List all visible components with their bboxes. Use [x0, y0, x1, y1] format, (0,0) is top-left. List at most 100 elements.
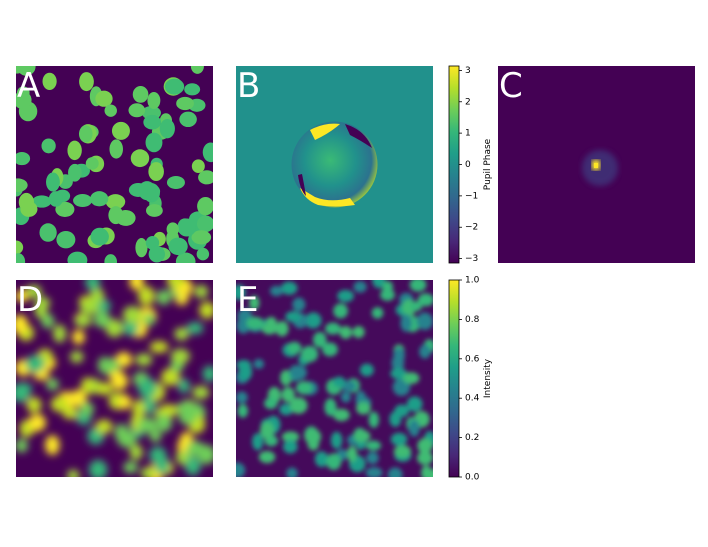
blob [79, 72, 94, 92]
blob [93, 311, 111, 328]
blob [137, 378, 157, 398]
blob [281, 387, 295, 403]
blob [324, 322, 341, 335]
blob [145, 132, 163, 153]
blob [186, 441, 205, 456]
blob [39, 223, 57, 242]
blob [67, 251, 88, 263]
blob [67, 469, 80, 477]
blob [194, 284, 209, 299]
blob [129, 280, 144, 291]
blob [16, 91, 32, 110]
psf-core [594, 163, 598, 168]
colorbar-tick-label: 0.6 [465, 354, 480, 364]
blob [95, 419, 113, 434]
panel-label: C [499, 66, 523, 106]
blob [46, 172, 60, 192]
blob [85, 157, 99, 170]
blob [372, 280, 386, 289]
phase-wrap [298, 174, 306, 196]
blob [259, 421, 275, 440]
blob [285, 311, 302, 323]
blob [32, 195, 52, 208]
blob [109, 139, 124, 159]
colorbar-label: Pupil Phase [483, 138, 493, 190]
blob [322, 342, 338, 357]
blob [143, 313, 156, 326]
blob [237, 404, 249, 418]
blob [41, 313, 55, 329]
blob [16, 240, 24, 255]
blob [387, 467, 403, 477]
blob [16, 253, 26, 263]
blob [41, 138, 56, 154]
blob [406, 396, 423, 412]
blob [330, 431, 343, 449]
blob [130, 149, 150, 168]
colorbar [448, 65, 460, 264]
blob [178, 411, 197, 425]
blob [246, 316, 264, 330]
blob [89, 288, 105, 304]
colorbar-tick-label: 0.0 [465, 473, 480, 483]
blob [154, 454, 169, 475]
blob [281, 431, 300, 443]
blob [104, 104, 117, 117]
blob [69, 350, 84, 363]
blob [166, 280, 185, 288]
blob [202, 142, 213, 163]
blob [408, 419, 420, 437]
blob [393, 445, 412, 458]
blob [280, 369, 292, 386]
blob [26, 397, 42, 413]
blob [421, 465, 432, 477]
phase-wrap [310, 123, 340, 140]
image-panel [498, 66, 695, 263]
blob [132, 86, 149, 103]
blob [366, 451, 379, 465]
blob [147, 92, 161, 110]
blob [158, 404, 179, 417]
blob [148, 162, 164, 182]
blob [400, 314, 412, 332]
blob [16, 438, 29, 453]
panel-label: D [17, 280, 43, 320]
blob [287, 341, 302, 355]
colorbar-tick-label: 1 [465, 129, 471, 139]
blob [300, 345, 319, 363]
image-panel [236, 66, 433, 263]
blob [16, 290, 29, 303]
blob [81, 377, 94, 394]
blob [236, 462, 246, 477]
blob [252, 433, 264, 451]
blob [289, 397, 308, 414]
blob [50, 396, 68, 412]
colorbar-tick-label: 0.8 [465, 315, 480, 325]
blob [170, 348, 190, 364]
phase-wrap [300, 188, 355, 207]
blob [324, 398, 337, 417]
blob [286, 467, 298, 477]
blob [28, 413, 47, 432]
blob [333, 303, 348, 319]
blob [53, 324, 67, 343]
blob [48, 191, 63, 207]
blob [417, 437, 433, 454]
blob [149, 340, 169, 354]
blob [128, 183, 148, 197]
blob [72, 329, 85, 345]
blob [118, 394, 132, 410]
blob [42, 72, 57, 90]
blob [191, 230, 212, 245]
blob [282, 439, 298, 454]
blob [312, 331, 327, 348]
blob [70, 389, 87, 407]
blob [95, 90, 113, 107]
blob [73, 194, 93, 207]
blob [380, 288, 395, 301]
blob [326, 453, 342, 471]
colorbar-tick-label: 0 [465, 160, 471, 170]
blob [78, 125, 93, 143]
blob [261, 323, 278, 335]
blob [20, 201, 38, 217]
